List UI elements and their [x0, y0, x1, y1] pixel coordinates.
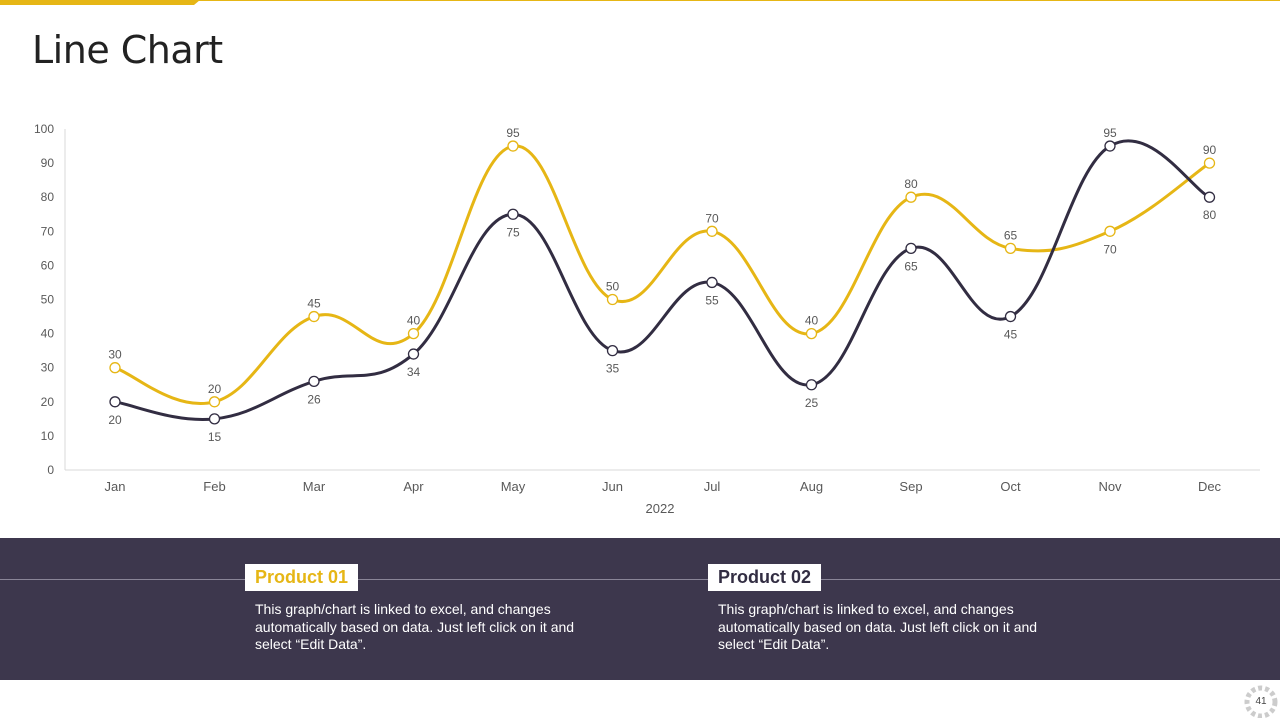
data-label: 95: [506, 126, 520, 140]
y-tick-label: 0: [47, 463, 54, 477]
data-label: 45: [1004, 328, 1018, 342]
divider: [0, 579, 1280, 580]
y-tick-label: 50: [41, 293, 55, 307]
data-label: 15: [208, 430, 222, 444]
data-label: 45: [307, 297, 321, 311]
x-tick-label: Oct: [1000, 479, 1021, 494]
data-label: 55: [705, 293, 719, 307]
data-point: [407, 348, 420, 360]
data-label: 26: [307, 392, 321, 406]
data-point: [208, 396, 221, 408]
data-label: 80: [904, 177, 918, 191]
data-label: 65: [904, 259, 918, 273]
page-title: Line Chart: [32, 28, 223, 72]
accent-bar: [0, 0, 200, 5]
x-tick-label: Mar: [303, 479, 326, 494]
y-tick-label: 10: [41, 429, 55, 443]
data-label: 95: [1103, 126, 1117, 140]
data-point: [805, 379, 818, 391]
data-label: 35: [606, 362, 620, 376]
x-tick-label: Nov: [1098, 479, 1122, 494]
x-tick-label: May: [501, 479, 526, 494]
x-tick-label: Feb: [203, 479, 225, 494]
legend-description: This graph/chart is linked to excel, and…: [718, 601, 1038, 652]
y-tick-label: 20: [41, 395, 55, 409]
data-point: [905, 242, 917, 255]
legend-product-01: Product 01 This graph/chart is linked to…: [245, 564, 585, 654]
data-point: [905, 191, 917, 203]
data-point: [1004, 242, 1017, 255]
x-tick-label: Apr: [403, 479, 424, 494]
x-tick-label: Jul: [704, 479, 721, 494]
x-axis-title: 2022: [646, 501, 675, 516]
data-label: 70: [705, 211, 719, 225]
y-tick-label: 90: [41, 156, 55, 170]
x-tick-label: Jan: [105, 479, 126, 494]
data-point: [1104, 225, 1116, 237]
page-number-badge: 41: [1244, 684, 1278, 719]
data-label: 50: [606, 280, 620, 294]
data-label: 80: [1203, 208, 1217, 222]
y-tick-label: 40: [41, 327, 55, 341]
data-label: 20: [208, 382, 222, 396]
data-label: 75: [506, 225, 520, 239]
data-point: [1203, 191, 1216, 203]
legend-product-02: Product 02 This graph/chart is linked to…: [708, 564, 1048, 654]
data-label: 34: [407, 365, 421, 379]
data-point: [308, 375, 320, 387]
x-tick-label: Sep: [899, 479, 922, 494]
legend-label: Product 02: [708, 564, 822, 591]
y-tick-label: 70: [41, 224, 55, 238]
data-point: [706, 276, 718, 289]
y-tick-label: 60: [41, 258, 55, 272]
data-label: 65: [1004, 228, 1018, 242]
data-point: [1004, 310, 1017, 323]
data-label: 40: [805, 314, 819, 328]
data-point: [407, 327, 420, 340]
data-point: [606, 293, 619, 306]
data-label: 70: [1103, 242, 1117, 256]
data-point: [606, 344, 619, 357]
line-chart[interactable]: 0 10 20 30 40 50 60 70 80 90 100 Jan Feb Mar Apr May Jun…: [0, 0, 1280, 530]
data-point: [109, 362, 121, 374]
page-number: 41: [1255, 696, 1267, 707]
data-point: [507, 140, 519, 152]
x-tick-label: Jun: [602, 479, 623, 494]
legend-panel: Product 01 This graph/chart is linked to…: [0, 538, 1280, 680]
x-tick-label: Dec: [1198, 479, 1222, 494]
data-point: [109, 396, 121, 408]
data-label: 30: [108, 348, 122, 362]
data-point: [208, 413, 221, 425]
y-tick-label: 80: [41, 190, 55, 204]
gear-icon: [1244, 685, 1278, 719]
data-point: [1203, 157, 1216, 169]
data-point: [805, 327, 818, 340]
data-point: [507, 208, 519, 220]
legend-label: Product 01: [245, 564, 359, 591]
y-tick-label: 30: [41, 361, 55, 375]
data-label: 40: [407, 314, 421, 328]
series-line-2: [114, 139, 1211, 421]
accent-line: [195, 0, 1280, 1]
y-tick-label: 100: [34, 122, 54, 136]
data-label: 25: [805, 396, 819, 410]
data-label: 20: [108, 413, 122, 427]
legend-description: This graph/chart is linked to excel, and…: [255, 601, 575, 652]
data-point: [308, 310, 320, 323]
data-point: [706, 225, 718, 237]
data-point: [1104, 140, 1116, 152]
x-tick-label: Aug: [800, 479, 823, 494]
data-label: 90: [1203, 143, 1217, 157]
series-line-1: [114, 144, 1211, 405]
